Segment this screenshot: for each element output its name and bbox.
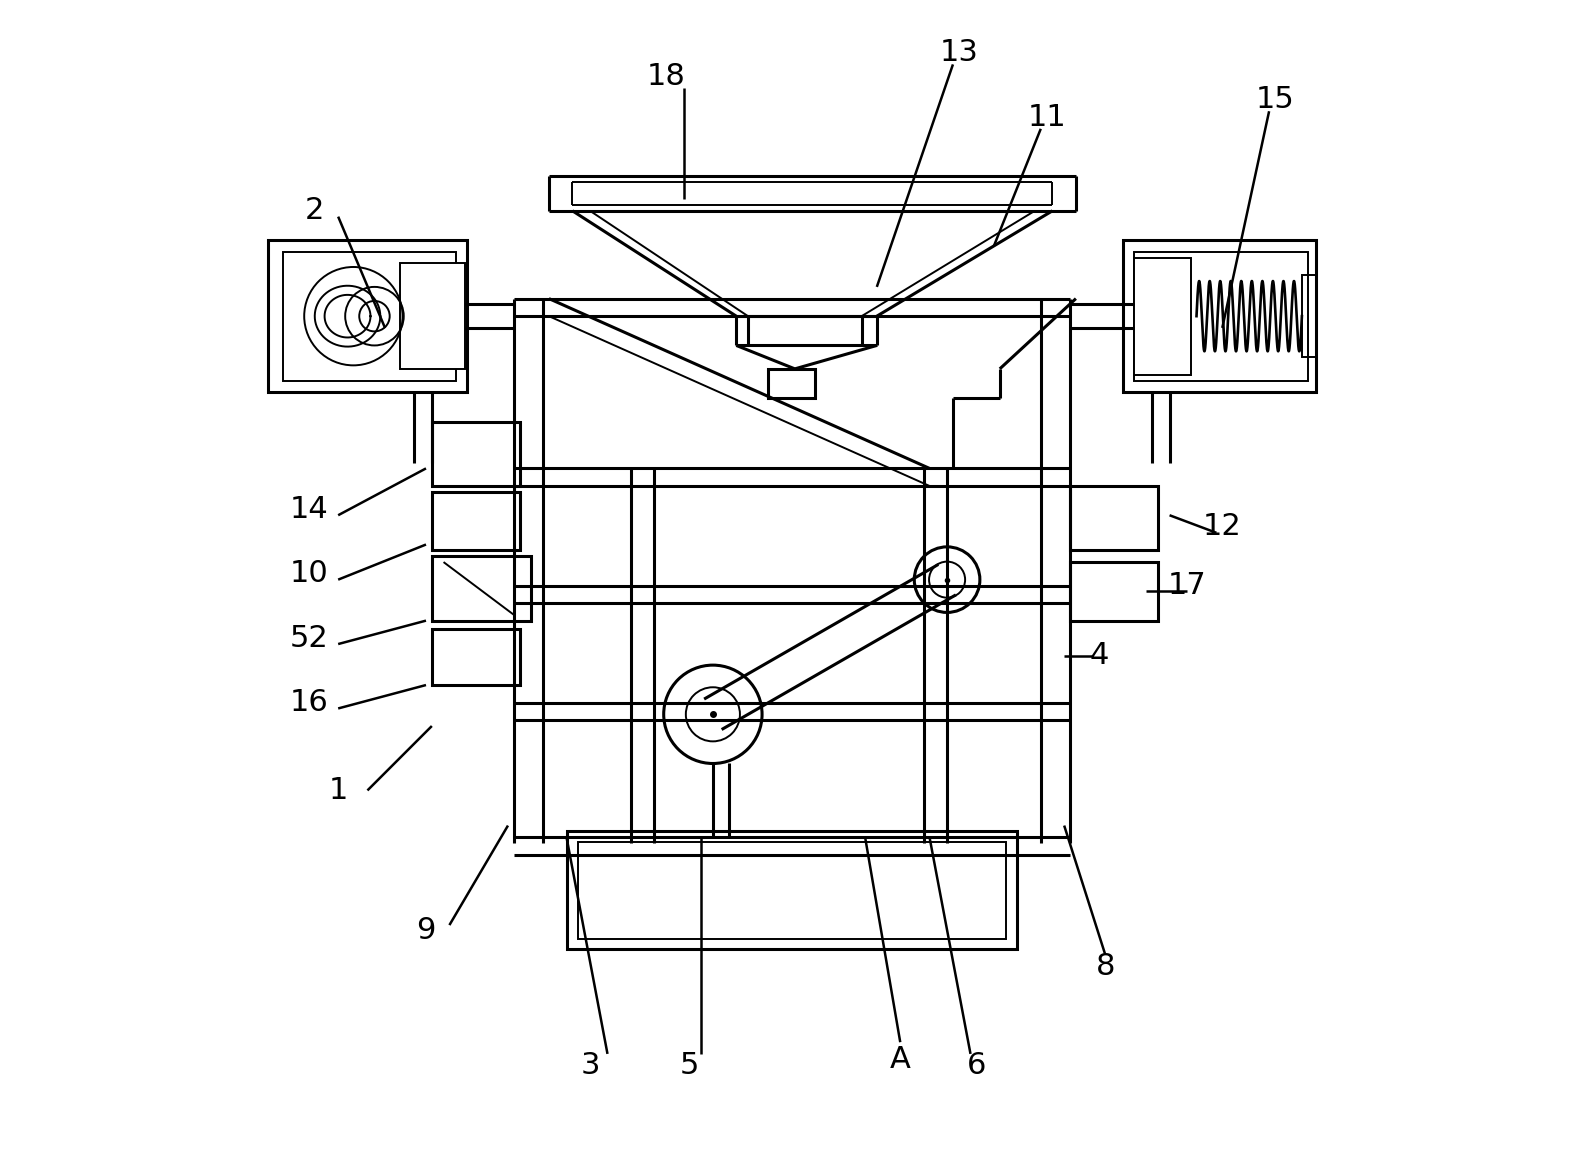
Text: 18: 18 [647, 62, 685, 90]
Bar [1070, 486, 1158, 550]
Text: 16: 16 [289, 689, 328, 717]
Bar [432, 492, 519, 550]
Text: 2: 2 [305, 197, 325, 225]
Bar [578, 842, 1005, 939]
Text: 9: 9 [417, 917, 436, 945]
Bar [1135, 252, 1308, 381]
Text: 10: 10 [289, 560, 328, 588]
Bar [1070, 562, 1158, 621]
Bar [567, 831, 1018, 949]
Text: 3: 3 [581, 1052, 600, 1080]
Bar [268, 240, 467, 392]
Bar [432, 422, 519, 486]
Text: 5: 5 [680, 1052, 699, 1080]
Bar [768, 369, 814, 398]
Text: 17: 17 [1168, 571, 1207, 600]
Text: 6: 6 [967, 1052, 986, 1080]
Bar [1135, 258, 1191, 375]
Text: 14: 14 [289, 495, 328, 523]
Text: 8: 8 [1095, 952, 1116, 980]
Text: 4: 4 [1090, 642, 1109, 670]
Text: 15: 15 [1256, 85, 1294, 114]
Bar [1302, 275, 1316, 357]
Bar [1122, 240, 1316, 392]
Bar [401, 263, 464, 369]
Text: 13: 13 [939, 39, 978, 67]
Text: 11: 11 [1027, 103, 1067, 131]
Text: 52: 52 [289, 624, 328, 652]
Bar [432, 629, 519, 685]
Text: A: A [890, 1046, 911, 1074]
Bar [432, 556, 532, 621]
Bar [282, 252, 456, 381]
Text: 1: 1 [328, 776, 347, 804]
Text: 12: 12 [1202, 513, 1242, 541]
